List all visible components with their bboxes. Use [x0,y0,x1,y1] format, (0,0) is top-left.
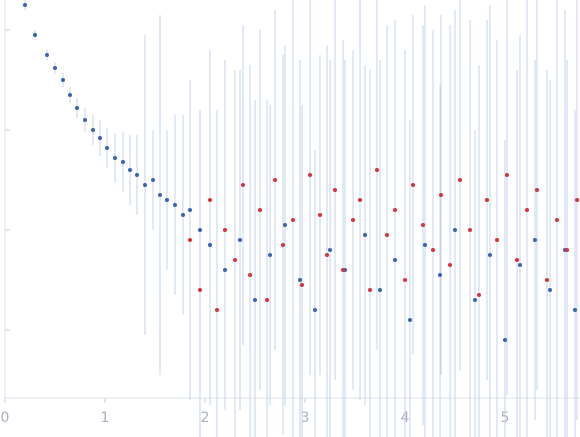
x-tick-label: 2 [201,410,210,426]
point [505,173,509,177]
point [351,218,355,222]
point [488,253,492,257]
point [458,178,462,182]
point [128,168,132,172]
point [33,33,37,37]
point [113,156,117,160]
point [151,178,155,182]
point [473,298,477,302]
point [53,66,57,70]
x-tick-label: 1 [101,410,110,426]
point [241,183,245,187]
point [23,3,27,7]
point [75,106,79,110]
point [515,258,519,262]
point [215,308,219,312]
point [535,188,539,192]
point [83,118,87,122]
point [165,198,169,202]
point [281,243,285,247]
point [198,228,202,232]
point [188,238,192,242]
point [555,218,559,222]
point [223,228,227,232]
point [333,188,337,192]
point [363,233,367,237]
point [328,248,332,252]
point [181,213,185,217]
point [385,233,389,237]
point [238,238,242,242]
point [575,198,579,202]
point [158,193,162,197]
point [268,253,272,257]
point [233,258,237,262]
point [91,128,95,132]
point [438,273,442,277]
point [423,243,427,247]
point [135,173,139,177]
point [393,258,397,262]
point [439,193,443,197]
point [105,146,109,150]
point [503,338,507,342]
x-tick-label: 0 [1,410,10,426]
point [431,248,435,252]
point [341,268,345,272]
point [208,198,212,202]
point [258,208,262,212]
point [545,278,549,282]
point [208,243,212,247]
point [411,183,415,187]
point [325,253,329,257]
point [291,218,295,222]
point [375,168,379,172]
point [45,53,49,57]
point [265,298,269,302]
point [68,93,72,97]
point [378,288,382,292]
point [300,283,304,287]
point [408,318,412,322]
point [533,238,537,242]
point [518,263,522,267]
point [121,160,125,164]
point [61,78,65,82]
point [573,308,577,312]
point [358,198,362,202]
point [525,208,529,212]
point [453,228,457,232]
point [98,136,102,140]
point [188,208,192,212]
point [368,288,372,292]
point [248,273,252,277]
point [403,278,407,282]
point [253,298,257,302]
point [421,223,425,227]
point [313,308,317,312]
point [318,213,322,217]
point [173,203,177,207]
point [143,183,147,187]
point [273,178,277,182]
point [548,288,552,292]
point [308,173,312,177]
point [283,223,287,227]
point [298,278,302,282]
point [393,208,397,212]
point [448,263,452,267]
point [198,288,202,292]
point [565,248,569,252]
point [495,238,499,242]
point [223,268,227,272]
point [485,198,489,202]
point [468,228,472,232]
x-tick-label: 3 [301,410,310,426]
point [477,293,481,297]
